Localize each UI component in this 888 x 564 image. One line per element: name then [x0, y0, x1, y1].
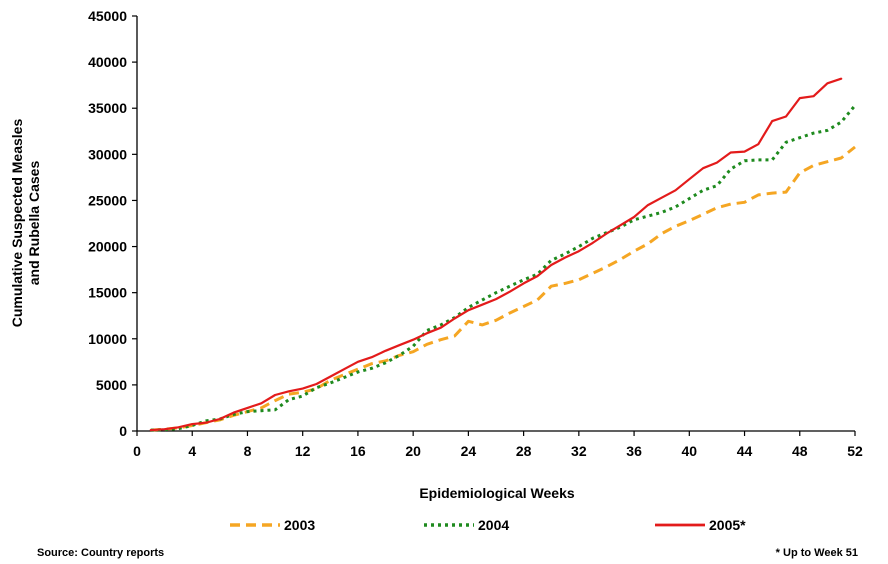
- y-tick-label: 15000: [88, 285, 127, 301]
- x-tick-label: 28: [516, 443, 532, 459]
- x-tick-label: 20: [405, 443, 421, 459]
- series-line-2005: [149, 77, 843, 432]
- y-axis-ticks: 0 5000 10000 15000 20000 25000 30000 35000 40000…: [88, 8, 137, 439]
- x-axis-ticks: 0 4 8 12 16 20 24 28 32 36 40 44 48 52: [133, 431, 863, 459]
- y-tick-label: 25000: [88, 192, 127, 208]
- y-tick-label: 5000: [96, 377, 127, 393]
- y-tick-label: 35000: [88, 100, 127, 116]
- x-tick-label: 48: [792, 443, 808, 459]
- y-tick-label: 30000: [88, 146, 127, 162]
- axes: [136, 16, 855, 432]
- source-note: Source: Country reports: [37, 547, 164, 559]
- series-line-2004: [150, 104, 857, 432]
- x-tick-label: 44: [737, 443, 753, 459]
- x-tick-label: 8: [244, 443, 252, 459]
- series-line-2003: [150, 145, 856, 432]
- x-tick-label: 0: [133, 443, 141, 459]
- y-axis-title: Cumulative Suspected Measles and Rubella…: [9, 119, 42, 328]
- y-tick-label: 45000: [88, 8, 127, 24]
- x-tick-label: 32: [571, 443, 587, 459]
- x-tick-label: 16: [350, 443, 366, 459]
- y-tick-label: 40000: [88, 54, 127, 70]
- legend: 2003 2004 2005*: [230, 517, 746, 533]
- footnote: * Up to Week 51: [776, 547, 858, 559]
- x-tick-label: 36: [626, 443, 642, 459]
- y-tick-label: 0: [119, 423, 127, 439]
- x-tick-label: 12: [295, 443, 311, 459]
- x-tick-label: 40: [682, 443, 698, 459]
- y-tick-label: 20000: [88, 239, 127, 255]
- legend-label-2004: 2004: [478, 517, 509, 533]
- x-tick-label: 4: [188, 443, 196, 459]
- x-tick-label: 24: [461, 443, 477, 459]
- x-axis-title: Epidemiological Weeks: [419, 485, 575, 501]
- legend-label-2005: 2005*: [709, 517, 746, 533]
- legend-label-2003: 2003: [284, 517, 315, 533]
- y-tick-label: 10000: [88, 331, 127, 347]
- y-axis-title-line-1: Cumulative Suspected Measles: [9, 119, 25, 328]
- y-axis-title-line-2: and Rubella Cases: [26, 161, 42, 286]
- x-tick-label: 52: [847, 443, 863, 459]
- series-lines: [149, 77, 857, 432]
